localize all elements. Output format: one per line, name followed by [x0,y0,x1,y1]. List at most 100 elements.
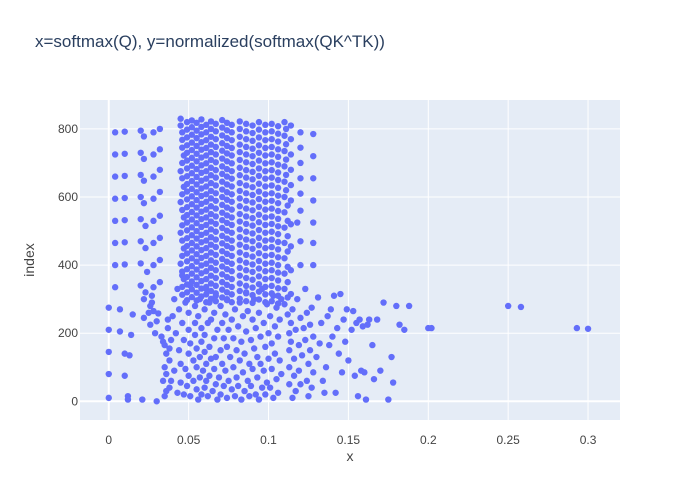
y-tick-label: 200 [58,326,78,340]
y-tick-label: 800 [58,122,78,136]
data-point [218,319,226,327]
data-point [218,360,226,368]
data-point [294,219,301,226]
data-point [249,299,256,307]
data-point [228,183,235,190]
data-point [297,159,304,167]
data-point [105,348,112,356]
data-point [140,199,148,207]
data-point [218,263,226,270]
data-point [236,226,243,233]
data-point [321,389,328,396]
data-point [274,269,282,276]
data-point [268,166,275,174]
data-point [262,252,269,260]
data-point [183,180,191,188]
data-point [286,381,293,388]
data-point [206,343,213,351]
data-point [207,133,215,140]
data-point [137,215,144,223]
data-point [156,256,164,264]
data-point [236,156,243,164]
data-point [203,136,210,144]
data-point [281,132,288,139]
data-point [287,319,295,327]
data-point [246,360,253,368]
data-point [180,336,188,344]
data-point [370,375,378,383]
data-point [305,392,312,400]
data-point [183,188,191,195]
data-point [161,341,168,349]
data-point [161,364,168,371]
data-point [327,306,335,313]
data-point [287,151,295,158]
data-point [218,178,226,185]
data-point [137,260,144,267]
data-point [274,176,282,184]
data-point [207,141,215,148]
data-point [207,241,215,248]
data-point [193,196,200,204]
data-point [177,260,184,267]
data-point [236,295,243,303]
data-point [105,326,112,333]
data-point [183,227,191,234]
data-point [207,187,215,195]
data-point [218,147,226,154]
data-point [188,124,196,131]
data-point [214,326,221,333]
data-point [188,278,196,285]
data-point [198,139,205,146]
data-point [306,321,314,328]
data-point [188,270,196,277]
data-point [188,286,196,293]
data-point [179,206,186,214]
data-point [137,127,144,134]
data-point [262,229,269,236]
data-point [271,323,279,330]
data-point [193,227,200,235]
data-point [223,289,231,296]
data-point [203,144,210,152]
data-point [242,228,250,235]
data-point [228,299,235,306]
data-point [228,386,235,393]
data-point [271,350,279,357]
data-point [369,341,376,349]
data-point [183,265,191,273]
data-point [294,295,301,303]
data-point [365,316,373,323]
data-point [179,222,186,229]
data-point [268,251,275,259]
data-point [223,227,231,234]
data-point [274,184,282,192]
data-point [249,160,256,168]
data-point [111,284,119,291]
data-point [278,370,285,378]
data-point [188,169,196,177]
data-point [361,369,368,376]
data-point [242,151,250,158]
data-point [198,231,205,239]
data-point [111,173,119,180]
data-point [198,391,205,398]
data-point [218,247,226,255]
data-point [249,284,256,291]
data-point [377,367,384,374]
data-point [212,128,219,135]
data-point [281,285,288,293]
data-point [244,307,251,315]
data-point [268,243,275,251]
data-point [203,221,210,229]
data-point [196,374,204,381]
data-point [287,221,295,228]
data-point [268,182,275,189]
data-point [148,292,156,299]
data-point [255,280,263,288]
data-point [281,163,288,170]
data-point [249,214,256,222]
x-tick-label: 0.15 [337,433,361,447]
data-point [255,211,263,218]
data-point [218,116,226,124]
